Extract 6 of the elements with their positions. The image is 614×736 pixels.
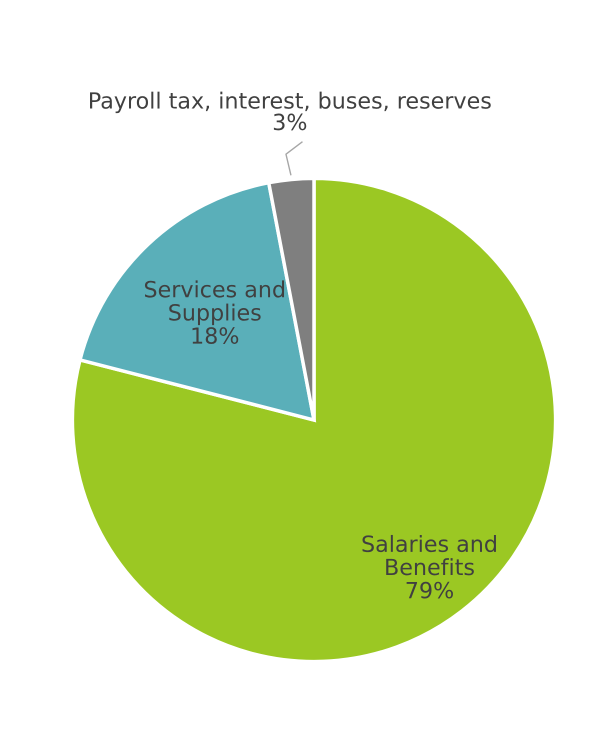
slice-label: Payroll tax, interest, buses, reserves: [90, 92, 491, 114]
data-label: 79%: [406, 582, 453, 599]
data-label: 18%: [192, 327, 238, 344]
slice-label: Services and Supplies: [144, 280, 284, 326]
data-label: 3%: [274, 114, 306, 130]
slice-label: Salaries and Benefits: [362, 534, 496, 576]
